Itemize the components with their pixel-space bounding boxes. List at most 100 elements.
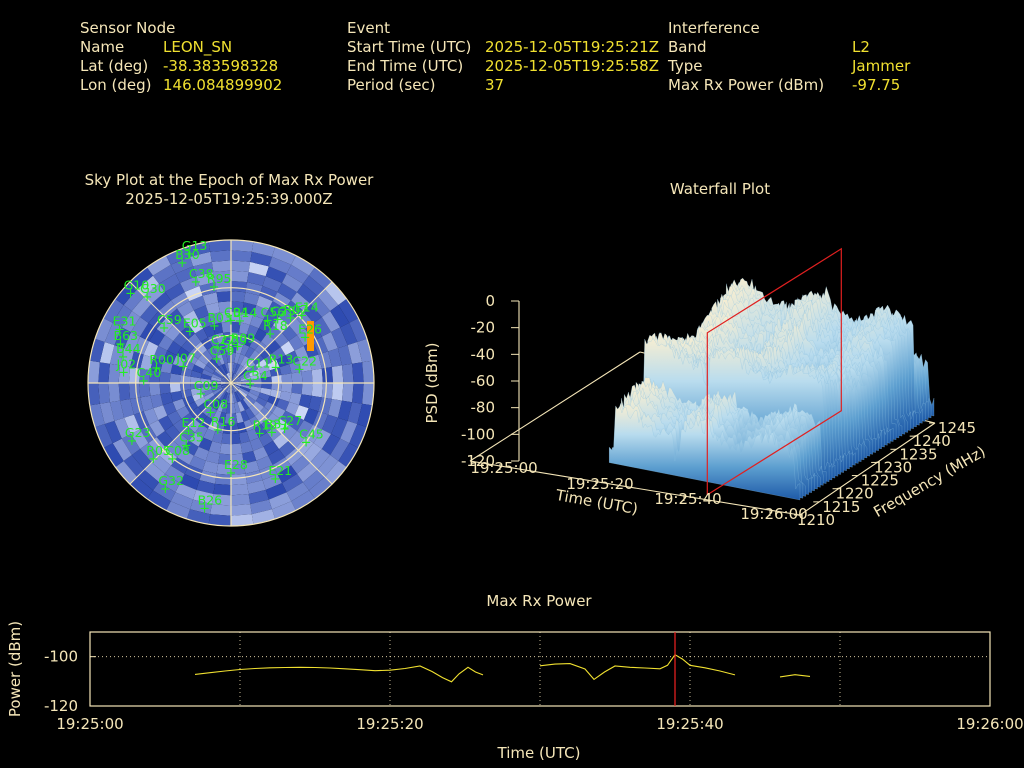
satellite-marker: +R05 bbox=[146, 443, 171, 467]
sky-heat-cell bbox=[190, 499, 212, 515]
sky-heat-cell bbox=[214, 368, 224, 377]
sky-heat-cell bbox=[291, 490, 316, 511]
sky-heat-cell bbox=[95, 424, 113, 448]
sky-heat-cell bbox=[208, 240, 231, 252]
sky-heat-cell bbox=[225, 373, 231, 383]
sky-heat-cell bbox=[279, 308, 296, 326]
sky-heat-cell bbox=[261, 419, 275, 433]
waterfall-ridge bbox=[609, 405, 801, 501]
sky-heat-cell bbox=[121, 434, 141, 455]
sky-heat-cell bbox=[231, 413, 238, 424]
sky-heat-cell bbox=[213, 355, 222, 367]
satellite-marker: +B26 bbox=[198, 492, 223, 516]
sky-heat-cell bbox=[313, 317, 332, 337]
sky-heat-cell bbox=[202, 349, 213, 362]
satellite-label: B63 bbox=[114, 328, 138, 343]
sky-heat-cell bbox=[261, 376, 272, 383]
sky-heat-cell bbox=[166, 308, 183, 326]
sky-heat-cell bbox=[240, 386, 251, 393]
sky-heat-cell bbox=[213, 399, 222, 411]
sky-heat-cell bbox=[279, 391, 292, 402]
waterfall-time-tick-label: 19:25:20 bbox=[566, 475, 633, 493]
satellite-label: B31 bbox=[265, 417, 289, 432]
sky-heat-cell bbox=[189, 295, 206, 311]
sky-heat-cell bbox=[89, 403, 105, 428]
satellite-label: R00 bbox=[149, 352, 174, 367]
sky-heat-cell bbox=[231, 280, 247, 293]
sky-heat-cell bbox=[267, 413, 281, 427]
satellite-plus-icon: + bbox=[208, 280, 219, 295]
satellite-label: G13 bbox=[182, 238, 208, 253]
sky-heat-cell bbox=[288, 335, 304, 351]
sky-heat-cell bbox=[224, 392, 230, 404]
sky-heat-cell bbox=[153, 345, 168, 361]
waterfall-freq-tick-label: 1225 bbox=[861, 472, 899, 490]
sky-heat-cell bbox=[177, 449, 194, 465]
sky-heat-cell bbox=[180, 389, 193, 399]
sky-heat-cell bbox=[187, 333, 201, 347]
power-series-line bbox=[779, 674, 811, 678]
sky-heat-cell bbox=[231, 331, 239, 343]
sky-heat-cell bbox=[249, 349, 260, 362]
sky-heat-cell bbox=[231, 494, 251, 506]
sky-heat-cell bbox=[249, 404, 260, 417]
satellite-label: C08 bbox=[165, 443, 190, 458]
sky-heat-cell bbox=[282, 473, 303, 493]
satellite-plus-icon: + bbox=[212, 423, 223, 438]
satellite-marker: +C22 bbox=[292, 353, 317, 377]
sky-heat-cell bbox=[237, 366, 246, 376]
sky-heat-cell bbox=[98, 383, 110, 404]
sky-heat-cell bbox=[140, 395, 154, 412]
sky-heat-cell bbox=[231, 270, 249, 283]
sky-heat-cell bbox=[140, 424, 157, 443]
sky-heat-cell bbox=[118, 383, 131, 401]
sky-heat-cell bbox=[255, 396, 268, 407]
sky-heat-cell bbox=[215, 280, 231, 293]
sky-heat-cell bbox=[250, 251, 272, 267]
sky-heat-cell bbox=[180, 426, 195, 441]
sky-heat-cell bbox=[231, 403, 236, 414]
sky-heat-cell bbox=[311, 368, 323, 383]
sky-heat-cell bbox=[253, 305, 269, 320]
sensor-lon-value: 146.084899902 bbox=[163, 76, 283, 94]
interference-band-value: L2 bbox=[852, 38, 870, 56]
satellite-marker: +R95 bbox=[207, 271, 232, 295]
sky-heat-cell bbox=[212, 431, 223, 444]
sensor-name-value: LEON_SN bbox=[163, 38, 233, 56]
satellite-label: E31 bbox=[113, 314, 137, 329]
interference-heading: Interference bbox=[668, 19, 760, 37]
sky-heat-cell bbox=[232, 392, 238, 404]
sky-heat-cell bbox=[159, 383, 171, 395]
satellite-plus-icon: + bbox=[262, 314, 273, 329]
sky-heat-cell bbox=[189, 346, 203, 359]
sky-heat-cell bbox=[171, 292, 190, 309]
sky-heat-cell bbox=[251, 383, 262, 388]
sky-heat-cell bbox=[248, 261, 269, 277]
sky-heat-cell bbox=[210, 504, 231, 516]
sky-heat-cell bbox=[112, 305, 132, 328]
sky-plot-grid bbox=[87, 239, 375, 527]
power-x-axis-label: Time (UTC) bbox=[497, 744, 581, 762]
satellite-label: R16 bbox=[211, 414, 236, 429]
sky-heat-cell bbox=[140, 354, 154, 371]
satellite-label: C23 bbox=[271, 304, 296, 319]
sensor-lat-value: -38.383598328 bbox=[163, 57, 279, 75]
satellite-label: E21 bbox=[268, 463, 292, 478]
sky-heat-cell bbox=[89, 338, 105, 363]
satellite-label: C59 bbox=[157, 312, 182, 327]
sky-heat-cell bbox=[137, 275, 159, 297]
sky-heat-cell bbox=[202, 460, 219, 474]
sky-heat-cell bbox=[219, 311, 231, 323]
sky-heat-cell bbox=[129, 267, 153, 290]
sky-heat-cell bbox=[231, 321, 241, 333]
sky-heat-cell bbox=[143, 408, 159, 425]
sky-heat-cell bbox=[260, 370, 272, 379]
sky-heat-cell bbox=[197, 354, 210, 365]
sky-heat-cell bbox=[235, 391, 243, 402]
event-start-value: 2025-12-05T19:25:21Z bbox=[485, 38, 659, 56]
sky-heat-cell bbox=[244, 346, 255, 359]
sky-heat-cell bbox=[226, 383, 231, 393]
waterfall-marker-plane bbox=[706, 247, 842, 496]
satellite-marker: +C09 bbox=[194, 378, 219, 402]
